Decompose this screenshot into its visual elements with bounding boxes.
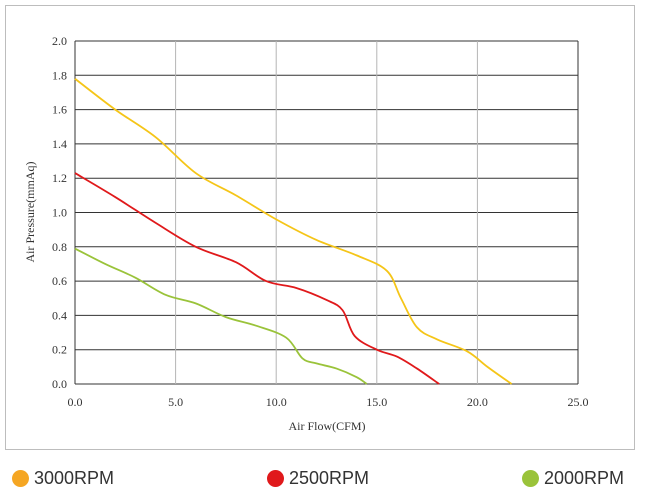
series-lines — [74, 78, 513, 385]
legend-label-2000rpm: 2000RPM — [544, 468, 625, 488]
grid — [74, 40, 579, 385]
y-tick-label: 1.4 — [52, 137, 67, 151]
chart-plot: 0.0 0.2 0.4 0.6 0.8 1.0 1.2 1.4 1.6 1.8 2.0 0.0 5.0 1… — [23, 34, 589, 433]
legend-item-2000rpm: 2000RPM — [522, 468, 624, 489]
series-line-2500rpm — [74, 172, 440, 385]
y-tick-label: 2.0 — [52, 34, 67, 48]
legend-label-3000rpm: 3000RPM — [34, 468, 115, 488]
x-tick-label: 25.0 — [568, 395, 589, 409]
series-line-3000rpm — [74, 78, 513, 385]
x-tick-label: 0.0 — [68, 395, 83, 409]
x-tick-label: 15.0 — [366, 395, 387, 409]
y-tick-label: 0.2 — [52, 343, 67, 357]
y-axis-label: Air Pressure(mmAq) — [23, 162, 37, 263]
tick-labels: 0.0 0.2 0.4 0.6 0.8 1.0 1.2 1.4 1.6 1.8 2.0 0.0 5.0 1… — [52, 34, 589, 409]
y-tick-label: 0.8 — [52, 240, 67, 254]
legend: 3000RPM 2500RPM 2000RPM — [0, 468, 650, 498]
legend-label-2500rpm: 2500RPM — [289, 468, 370, 488]
chart-frame — [5, 5, 635, 450]
legend-marker-2500rpm — [267, 470, 284, 487]
legend-marker-2000rpm — [522, 470, 539, 487]
x-axis-label: Air Flow(CFM) — [288, 419, 365, 433]
x-tick-label: 20.0 — [467, 395, 488, 409]
y-tick-label: 0.0 — [52, 377, 67, 391]
legend-item-3000rpm: 3000RPM — [12, 468, 114, 489]
legend-item-2500rpm: 2500RPM — [267, 468, 369, 489]
series-line-2000rpm — [74, 247, 368, 385]
y-tick-label: 0.4 — [52, 308, 67, 322]
x-tick-label: 10.0 — [266, 395, 287, 409]
y-tick-label: 0.6 — [52, 274, 67, 288]
y-tick-label: 1.0 — [52, 206, 67, 220]
legend-marker-3000rpm — [12, 470, 29, 487]
y-tick-label: 1.2 — [52, 171, 67, 185]
y-tick-label: 1.8 — [52, 68, 67, 82]
x-tick-label: 5.0 — [168, 395, 183, 409]
y-tick-label: 1.6 — [52, 103, 67, 117]
